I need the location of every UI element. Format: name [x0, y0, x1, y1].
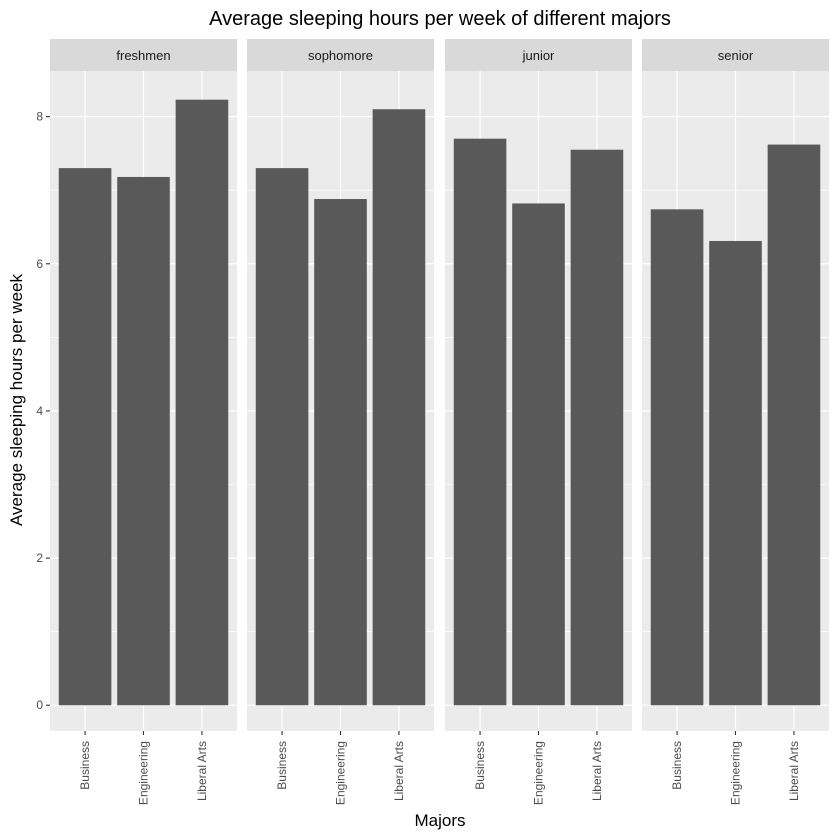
y-tick-label: 2 — [36, 551, 43, 565]
bar-sophomore-liberal-arts — [372, 109, 426, 706]
y-axis-title: Average sleeping hours per week — [7, 273, 26, 526]
chart-title: Average sleeping hours per week of diffe… — [209, 8, 671, 30]
facet-strip — [50, 39, 237, 71]
x-tick-label: Business — [473, 741, 487, 790]
bar-junior-business — [453, 138, 507, 706]
x-tick-label: Engineering — [532, 741, 546, 805]
facet-panel-junior: junior Business Engineering Liberal Arts — [445, 39, 632, 805]
facet-strip — [642, 39, 829, 71]
y-tick-label: 6 — [36, 257, 43, 271]
x-tick-label: Engineering — [334, 741, 348, 805]
bar-freshmen-liberal-arts — [175, 99, 229, 706]
y-tick-label: 4 — [36, 404, 43, 418]
y-tick-label: 8 — [36, 110, 43, 124]
bar-junior-liberal-arts — [570, 149, 624, 706]
x-tick-label: Liberal Arts — [195, 741, 209, 801]
bar-sophomore-business — [255, 168, 309, 706]
y-tick-label: 0 — [36, 698, 43, 712]
x-tick-label: Business — [78, 741, 92, 790]
x-tick-label: Engineering — [137, 741, 151, 805]
facet-strip-label: junior — [522, 48, 555, 63]
bar-freshmen-engineering — [117, 176, 170, 706]
bar-freshmen-business — [58, 168, 112, 706]
bar-senior-engineering — [709, 240, 762, 706]
x-tick-label: Liberal Arts — [787, 741, 801, 801]
facet-strip-label: sophomore — [308, 48, 373, 63]
facet-strip — [247, 39, 434, 71]
x-tick-label: Business — [275, 741, 289, 790]
x-tick-label: Liberal Arts — [590, 741, 604, 801]
bar-sophomore-engineering — [314, 199, 367, 706]
facet-panel-senior: senior Business Engineering Liberal Arts — [642, 39, 829, 805]
facet-strip-label: freshmen — [116, 48, 170, 63]
facet-panel-freshmen: freshmen Business Engineering Liberal Arts — [50, 39, 237, 805]
x-tick-label: Business — [670, 741, 684, 790]
bar-senior-business — [650, 209, 704, 706]
x-axis-title: Majors — [414, 811, 465, 830]
facet-panel-sophomore: sophomore Business Engineering Liberal Arts — [247, 39, 434, 805]
facet-strip-label: senior — [718, 48, 754, 63]
x-tick-label: Engineering — [729, 741, 743, 805]
bar-junior-engineering — [512, 203, 565, 706]
x-tick-label: Liberal Arts — [392, 741, 406, 801]
facet-strip — [445, 39, 632, 71]
bar-senior-liberal-arts — [767, 144, 821, 706]
y-axis: 0 2 4 6 8 — [36, 110, 50, 712]
